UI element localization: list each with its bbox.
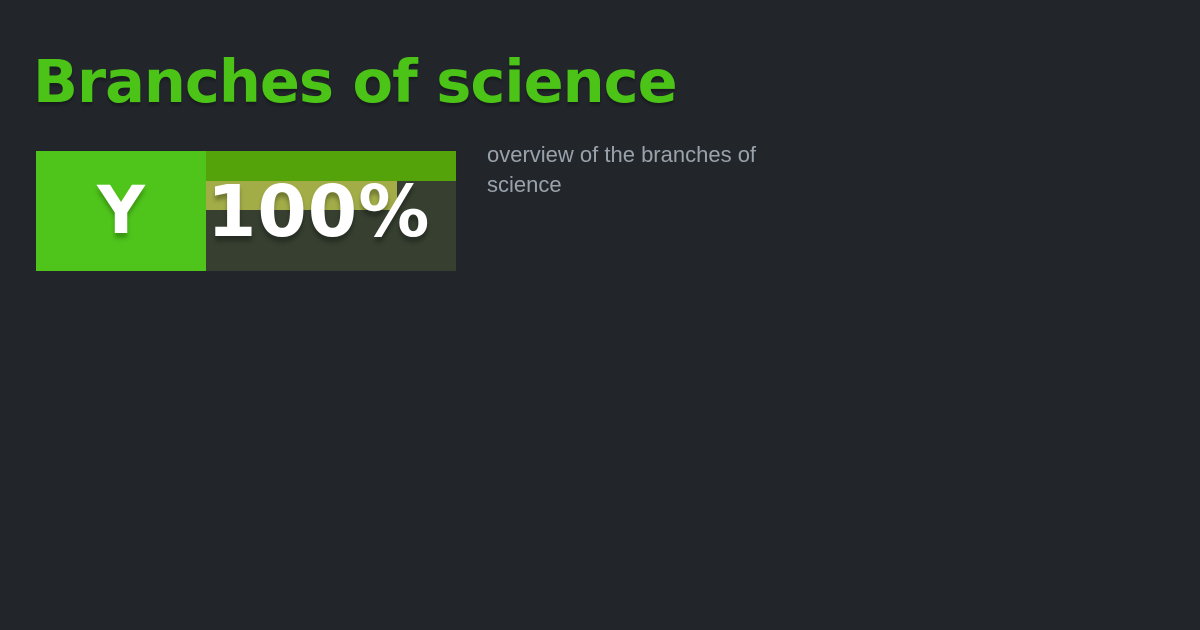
option-letter-box: Y: [36, 151, 206, 271]
option-letter: Y: [97, 172, 145, 249]
result-bar-bottom: [206, 181, 398, 210]
page-subtitle: overview of the branches of science: [487, 142, 757, 197]
result-bar-top: [206, 151, 456, 181]
page-title: Branches of science: [33, 47, 678, 116]
percent-label: 100%: [207, 169, 431, 253]
result-panel: 100%: [206, 151, 456, 271]
result-badge: Y 100%: [36, 151, 456, 271]
